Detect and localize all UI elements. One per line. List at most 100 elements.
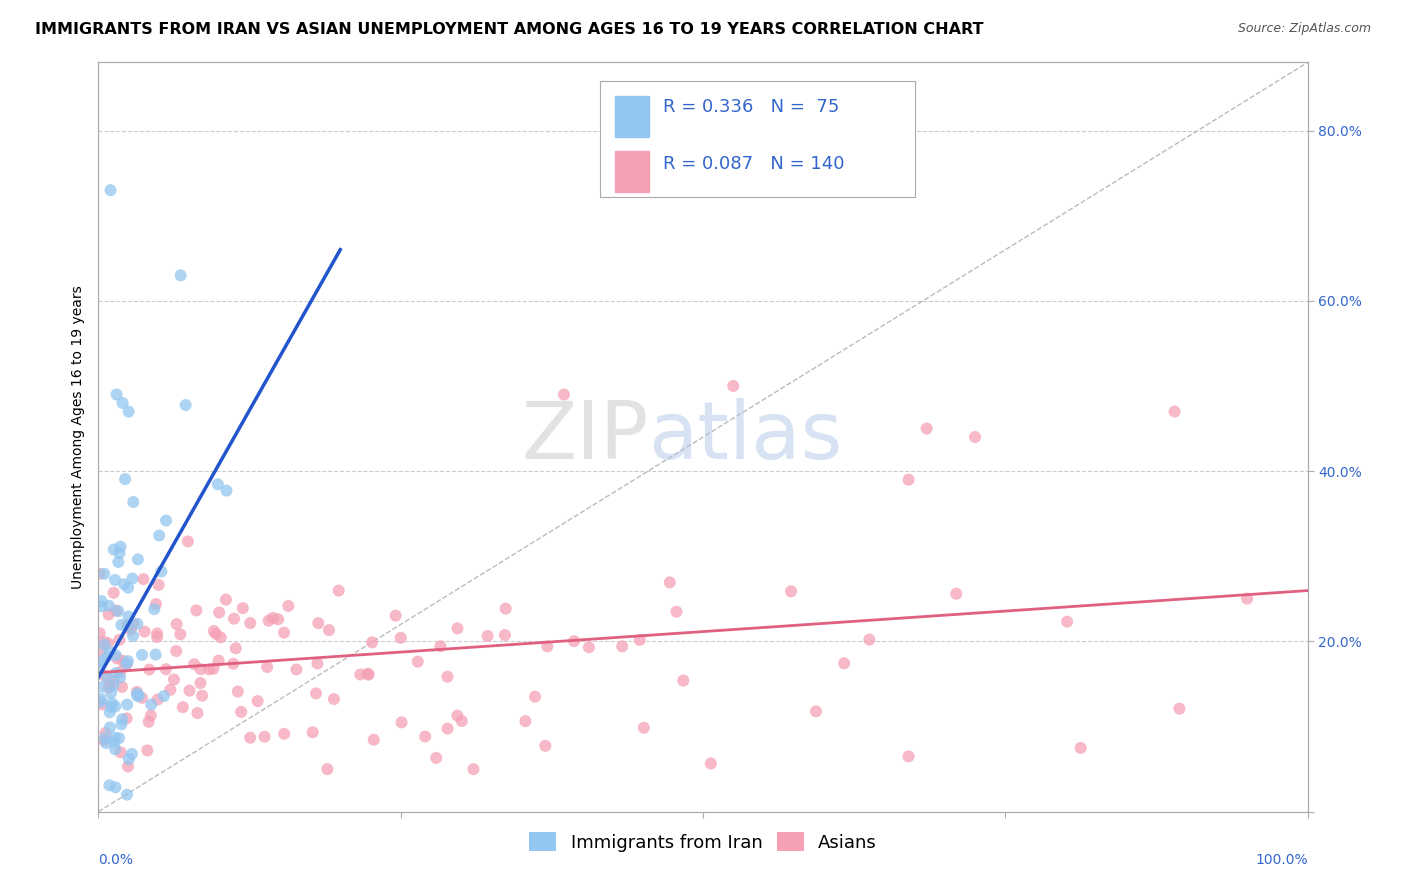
Point [94, 731, 117, 745]
Point [562, 634, 585, 648]
Point [115, 698, 138, 712]
Point [100, 183, 122, 197]
Point [1056, 615, 1078, 629]
Point [104, 699, 127, 714]
Point [108, 671, 131, 685]
Point [723, 379, 745, 393]
Point [89, 626, 111, 640]
Point [155, 662, 177, 676]
Point [273, 727, 295, 741]
Point [150, 565, 173, 579]
Point [115, 657, 138, 671]
Point [146, 692, 169, 706]
Point [361, 635, 384, 649]
FancyBboxPatch shape [600, 81, 915, 197]
Bar [614, 151, 648, 192]
Point [104, 573, 127, 587]
Point [190, 676, 212, 690]
Point [174, 398, 197, 412]
Point [945, 587, 967, 601]
Point [232, 601, 254, 615]
Point [285, 663, 308, 677]
Point [389, 631, 412, 645]
Point [98, 721, 121, 735]
Point [98, 705, 121, 719]
Point [103, 673, 125, 687]
Point [117, 759, 139, 773]
Point [110, 665, 132, 679]
Point [262, 611, 284, 625]
Point [477, 629, 499, 643]
Point [93, 635, 115, 649]
Point [105, 604, 128, 618]
Point [120, 623, 142, 637]
Point [104, 666, 127, 681]
Point [495, 601, 517, 615]
Point [134, 624, 156, 639]
Point [115, 711, 138, 725]
Bar [614, 96, 648, 137]
Point [165, 644, 187, 658]
Point [111, 712, 134, 726]
Point [323, 692, 346, 706]
Point [1163, 404, 1185, 418]
Point [110, 717, 132, 731]
Point [446, 708, 468, 723]
Point [222, 612, 245, 626]
Point [225, 641, 247, 656]
Point [96, 736, 118, 750]
Point [215, 592, 238, 607]
Point [1070, 740, 1092, 755]
Point [425, 751, 447, 765]
Point [163, 673, 186, 687]
Point [114, 472, 136, 486]
Point [146, 626, 169, 640]
Point [436, 670, 458, 684]
Point [89, 695, 111, 709]
Point [121, 572, 143, 586]
Point [115, 617, 138, 632]
Point [515, 714, 537, 729]
Point [122, 616, 145, 631]
Point [104, 731, 127, 745]
Point [209, 631, 232, 645]
Point [105, 387, 128, 401]
Point [349, 667, 371, 681]
Point [105, 651, 128, 665]
Point [256, 660, 278, 674]
Point [1168, 702, 1191, 716]
Point [183, 657, 205, 672]
Point [239, 731, 262, 745]
Text: Source: ZipAtlas.com: Source: ZipAtlas.com [1237, 22, 1371, 36]
Point [357, 667, 380, 681]
Point [93, 566, 115, 581]
Point [159, 682, 181, 697]
Point [104, 742, 127, 756]
Point [127, 687, 149, 701]
Point [127, 552, 149, 566]
Point [494, 628, 516, 642]
Point [89, 657, 111, 672]
Point [277, 599, 299, 613]
Point [91, 654, 114, 668]
Point [107, 604, 129, 618]
Point [1236, 591, 1258, 606]
Point [198, 662, 221, 676]
Point [111, 680, 134, 694]
Point [100, 700, 122, 714]
Point [146, 630, 169, 644]
Point [658, 575, 681, 590]
Point [246, 694, 269, 708]
Point [117, 620, 139, 634]
Point [122, 495, 145, 509]
Point [118, 404, 141, 418]
Point [97, 636, 120, 650]
Point [897, 473, 920, 487]
Point [429, 640, 451, 654]
Text: R = 0.336   N =  75: R = 0.336 N = 75 [664, 98, 839, 116]
Point [103, 586, 125, 600]
Point [111, 396, 134, 410]
Point [108, 546, 131, 560]
Point [207, 477, 229, 491]
Point [143, 602, 166, 616]
